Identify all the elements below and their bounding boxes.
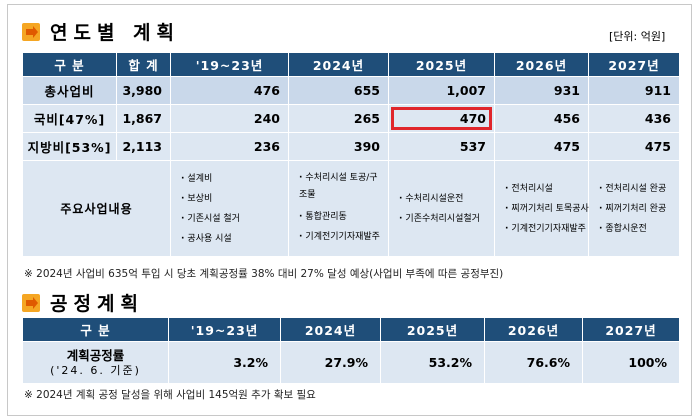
cell: 436	[588, 104, 680, 133]
cell: 537	[388, 132, 495, 161]
row-label: 총사업비	[22, 76, 117, 105]
col-header: 2025년	[388, 52, 495, 77]
list-item: 기계전기기자재발주	[505, 219, 586, 239]
col-header: '19~23년	[170, 52, 289, 77]
row-label: 계획공정률 ('24. 6. 기준)	[22, 341, 169, 384]
col-header: 2027년	[588, 52, 680, 77]
col-header: 2026년	[484, 317, 583, 342]
document-frame	[7, 4, 692, 416]
cell: 931	[494, 76, 589, 105]
col-header: 2026년	[494, 52, 589, 77]
list-item: 공사용 시설	[181, 229, 284, 249]
row-label: 주요사업내용	[22, 160, 171, 257]
table-row: 총사업비 3,980 476 655 1,007 931 911	[22, 76, 680, 105]
cell: 3,980	[116, 76, 171, 105]
cell: 390	[288, 132, 389, 161]
row-label-sub: ('24. 6. 기준)	[50, 363, 141, 377]
cell: 76.6%	[484, 341, 583, 384]
list-item: 기계전기기자재발주	[299, 227, 384, 247]
col-header: 구 분	[22, 317, 169, 342]
business-row: 주요사업내용 설계비 보상비 기존시설 철거 공사용 시설 수처리시설 토공/구…	[22, 160, 680, 257]
table-row: 지방비[53%] 2,113 236 390 537 475 475	[22, 132, 680, 161]
cell: 475	[494, 132, 589, 161]
col-header: 2024년	[280, 317, 381, 342]
table-row: 계획공정률 ('24. 6. 기준) 3.2% 27.9% 53.2% 76.6…	[22, 341, 680, 384]
section-heading-process-plan: 공정계획	[22, 289, 144, 316]
table-header-row: 구 분 합 계 '19~23년 2024년 2025년 2026년 2027년	[22, 52, 680, 77]
cell: 476	[170, 76, 289, 105]
footnote: ※ 2024년 사업비 635억 투입 시 당초 계획공정률 38% 대비 27…	[24, 268, 504, 280]
col-header: 합 계	[116, 52, 171, 77]
list-item: 수처리시설 토공/구조물	[299, 170, 383, 204]
business-cell: 수처리시설 토공/구조물 통합관리동 기계전기기자재발주	[288, 160, 389, 257]
cell: 1,867	[116, 104, 171, 133]
row-label: 지방비[53%]	[22, 132, 117, 161]
section-title: 연도별 계획	[50, 22, 181, 44]
table-row: 국비[47%] 1,867 240 265 470 456 436	[22, 104, 680, 133]
arrow-bullet-icon	[22, 22, 40, 41]
arrow-bullet-icon	[22, 293, 40, 312]
business-cell: 전처리시설 찌꺼기처리 토목공사 기계전기기자재발주	[494, 160, 589, 257]
cell: 655	[288, 76, 389, 105]
cell: 236	[170, 132, 289, 161]
highlighted-cell: 470	[388, 104, 495, 133]
list-item: 수처리시설운전	[399, 189, 490, 209]
cell: 240	[170, 104, 289, 133]
business-cell: 전처리시설 완공 찌꺼기처리 완공 종합시운전	[588, 160, 680, 257]
col-header: 2025년	[380, 317, 485, 342]
list-item: 종합시운전	[599, 219, 675, 239]
footnote: ※ 2024년 계획 공정 달성을 위해 사업비 145억원 추가 확보 필요	[24, 389, 316, 401]
row-label: 국비[47%]	[22, 104, 117, 133]
section-heading-yearly-plan: 연도별 계획	[22, 18, 180, 45]
list-item: 설계비	[181, 169, 284, 189]
list-item: 기존수처리시설철거	[399, 209, 490, 229]
col-header: '19~23년	[168, 317, 281, 342]
col-header: 2024년	[288, 52, 389, 77]
table-header-row: 구 분 '19~23년 2024년 2025년 2026년 2027년	[22, 317, 680, 342]
col-header: 2027년	[582, 317, 680, 342]
cell: 475	[588, 132, 680, 161]
section-title: 공정계획	[50, 293, 144, 315]
business-cell: 수처리시설운전 기존수처리시설철거	[388, 160, 495, 257]
cell: 456	[494, 104, 589, 133]
list-item: 기존시설 철거	[181, 209, 284, 229]
cell: 3.2%	[168, 341, 281, 384]
yearly-plan-table: 구 분 합 계 '19~23년 2024년 2025년 2026년 2027년 …	[22, 52, 680, 257]
cell: 27.9%	[280, 341, 381, 384]
col-header: 구 분	[22, 52, 117, 77]
list-item: 찌꺼기처리 완공	[599, 199, 675, 219]
cell: 911	[588, 76, 680, 105]
list-item: 전처리시설 완공	[599, 179, 675, 199]
list-item: 전처리시설	[505, 179, 584, 199]
row-label-main: 계획공정률	[66, 347, 125, 363]
unit-note: [단위: 억원]	[609, 30, 666, 43]
cell: 265	[288, 104, 389, 133]
cell: 53.2%	[380, 341, 485, 384]
business-cell: 설계비 보상비 기존시설 철거 공사용 시설	[170, 160, 289, 257]
list-item: 통합관리동	[299, 207, 384, 227]
cell: 2,113	[116, 132, 171, 161]
list-item: 찌꺼기처리 토목공사	[505, 199, 588, 219]
process-plan-table: 구 분 '19~23년 2024년 2025년 2026년 2027년 계획공정…	[22, 317, 680, 384]
list-item: 보상비	[181, 189, 284, 209]
cell: 1,007	[388, 76, 495, 105]
cell: 100%	[582, 341, 680, 384]
